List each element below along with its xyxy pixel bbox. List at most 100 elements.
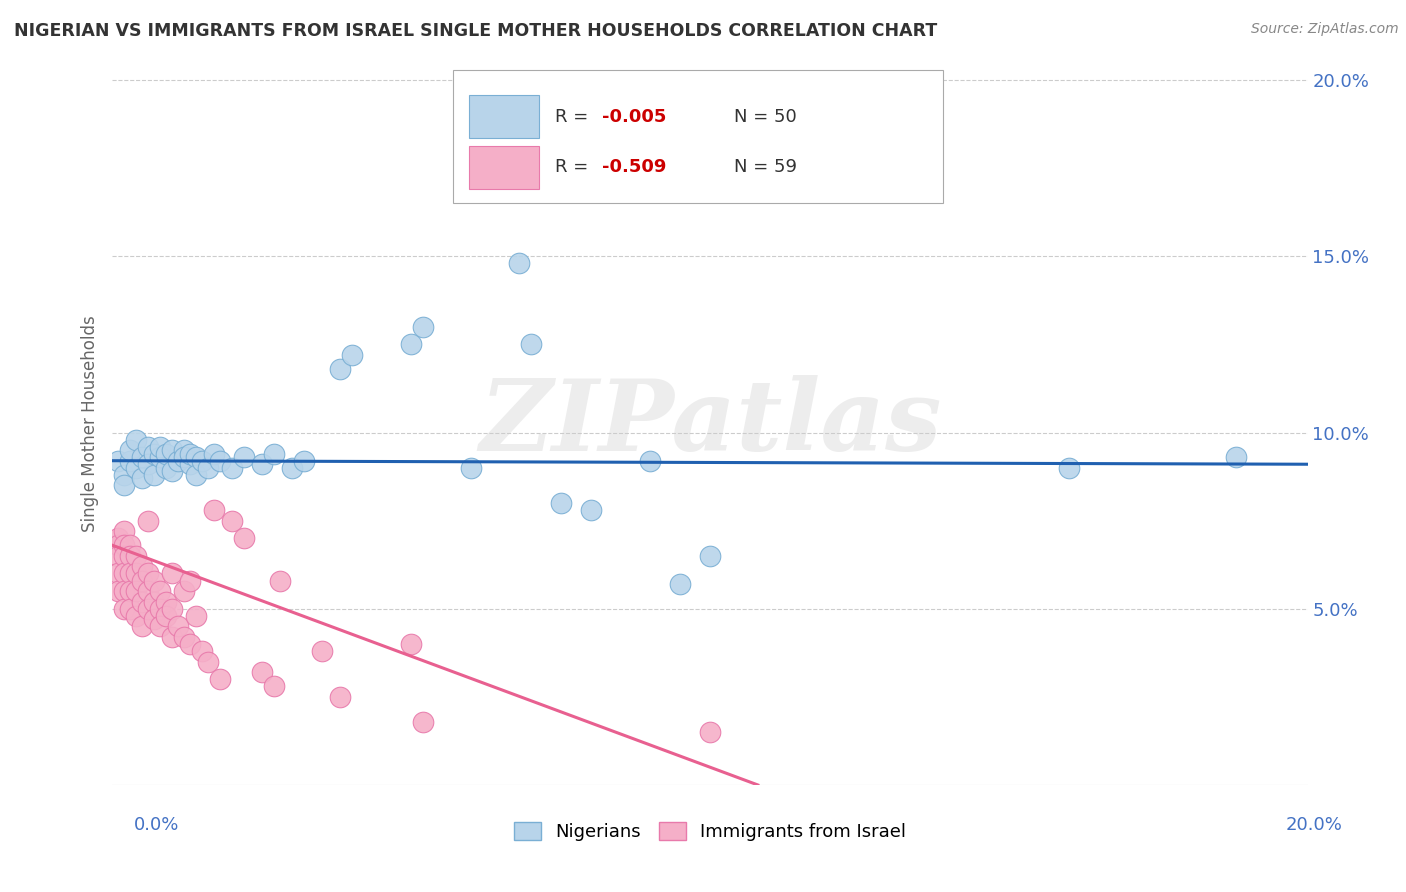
Text: -0.509: -0.509 — [603, 158, 666, 177]
Point — [281, 460, 304, 475]
Point — [120, 584, 142, 599]
Point — [120, 566, 142, 581]
Point — [209, 453, 232, 467]
Point — [131, 559, 153, 574]
Point — [1225, 450, 1247, 465]
FancyBboxPatch shape — [468, 95, 538, 138]
Point — [329, 690, 352, 704]
Point — [138, 566, 160, 581]
Point — [125, 584, 148, 599]
Point — [143, 447, 166, 461]
Point — [186, 467, 208, 482]
Point — [250, 457, 273, 471]
Text: 0.0%: 0.0% — [134, 816, 179, 834]
Point — [114, 538, 135, 552]
Point — [186, 450, 208, 465]
Text: Source: ZipAtlas.com: Source: ZipAtlas.com — [1251, 22, 1399, 37]
Point — [412, 319, 434, 334]
Text: NIGERIAN VS IMMIGRANTS FROM ISRAEL SINGLE MOTHER HOUSEHOLDS CORRELATION CHART: NIGERIAN VS IMMIGRANTS FROM ISRAEL SINGL… — [14, 22, 938, 40]
Point — [107, 453, 129, 467]
Point — [120, 443, 142, 458]
Point — [125, 549, 148, 563]
Point — [149, 450, 172, 465]
Point — [197, 655, 219, 669]
Point — [508, 256, 530, 270]
Point — [143, 574, 166, 588]
Point — [138, 514, 160, 528]
Point — [125, 433, 148, 447]
Text: 20.0%: 20.0% — [1286, 816, 1343, 834]
Point — [520, 337, 543, 351]
Point — [1057, 460, 1080, 475]
Point — [149, 619, 172, 633]
Point — [173, 443, 195, 458]
Point — [669, 577, 692, 591]
Point — [120, 601, 142, 615]
Point — [131, 619, 153, 633]
Point — [125, 608, 148, 623]
Point — [401, 637, 423, 651]
Point — [167, 619, 190, 633]
Point — [401, 337, 423, 351]
Text: R =: R = — [554, 108, 593, 126]
Point — [138, 457, 160, 471]
Point — [209, 672, 232, 686]
Point — [120, 453, 142, 467]
Point — [149, 440, 172, 454]
Point — [131, 595, 153, 609]
Point — [114, 566, 135, 581]
Point — [162, 443, 183, 458]
Point — [202, 503, 225, 517]
Point — [699, 549, 721, 563]
Point — [143, 595, 166, 609]
Y-axis label: Single Mother Households: Single Mother Households — [80, 316, 98, 532]
Point — [173, 450, 195, 465]
Point — [173, 630, 195, 644]
Point — [221, 514, 243, 528]
Point — [221, 460, 243, 475]
Point — [191, 453, 214, 467]
Point — [550, 496, 572, 510]
Point — [233, 450, 256, 465]
Point — [179, 574, 201, 588]
Point — [155, 595, 177, 609]
Point — [125, 460, 148, 475]
Point — [149, 601, 172, 615]
Point — [250, 665, 273, 680]
Legend: Nigerians, Immigrants from Israel: Nigerians, Immigrants from Israel — [506, 814, 914, 848]
Point — [155, 608, 177, 623]
Point — [131, 471, 153, 485]
Point — [107, 538, 129, 552]
Point — [412, 714, 434, 729]
Point — [162, 566, 183, 581]
Point — [292, 453, 315, 467]
Text: ZIPatlas: ZIPatlas — [479, 376, 941, 472]
Point — [202, 447, 225, 461]
Point — [107, 531, 129, 545]
Point — [138, 440, 160, 454]
Point — [179, 637, 201, 651]
Point — [131, 574, 153, 588]
Point — [138, 601, 160, 615]
Point — [107, 584, 129, 599]
Point — [167, 453, 190, 467]
Point — [340, 348, 363, 362]
Point — [162, 601, 183, 615]
Point — [125, 566, 148, 581]
Point — [162, 464, 183, 478]
FancyBboxPatch shape — [453, 70, 943, 203]
Point — [131, 450, 153, 465]
Point — [120, 538, 142, 552]
Point — [107, 566, 129, 581]
Text: R =: R = — [554, 158, 593, 177]
Point — [114, 549, 135, 563]
Point — [143, 467, 166, 482]
Point — [138, 584, 160, 599]
Point — [269, 574, 291, 588]
Point — [311, 644, 333, 658]
Text: N = 59: N = 59 — [734, 158, 797, 177]
Point — [186, 608, 208, 623]
Point — [179, 457, 201, 471]
Point — [143, 612, 166, 626]
Point — [114, 467, 135, 482]
